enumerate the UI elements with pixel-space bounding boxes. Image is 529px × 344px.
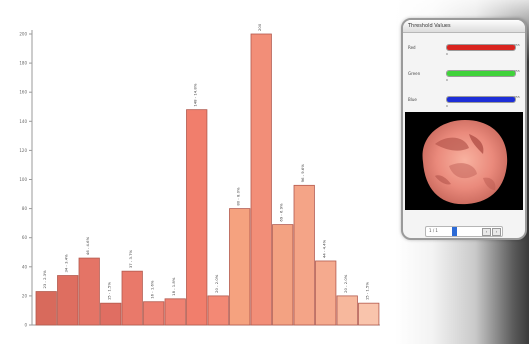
red-label: Red (408, 45, 416, 50)
bar (186, 109, 208, 326)
bar (35, 291, 57, 326)
image-viewer (405, 112, 523, 210)
green-slider-fill (447, 71, 515, 76)
bar (315, 260, 337, 326)
blue-label: Blue (408, 97, 417, 102)
bar (78, 257, 100, 326)
bar-value-label: 16 - 1.6% (150, 280, 155, 299)
bar-chart: 0 20 40 60 80 100 120 140 160 180 200 23 - 2.3% 34 … (19, 23, 380, 328)
bar-value-label: 15 - 1.5% (107, 282, 112, 301)
bar-value-label: 96 - 9.6% (300, 164, 305, 183)
bar-value-label: 23 - 2.3% (42, 270, 47, 289)
page-indicator: 1 / 1 (429, 228, 438, 233)
y-tick-label: 160 (19, 90, 27, 95)
red-slider-row[interactable]: Red 0 255 (406, 39, 522, 63)
blue-slider[interactable] (446, 96, 516, 103)
blue-slider-row[interactable]: Blue 0 255 (406, 91, 522, 115)
y-tick-label: 0 (24, 323, 27, 328)
bar-value-label: 46 - 4.6% (85, 236, 90, 255)
bars-group (35, 33, 380, 326)
bar (293, 184, 315, 326)
bar-value-label: 34 - 3.4% (64, 254, 69, 273)
red-max: 255 (514, 43, 520, 47)
bar-value-label: 80 - 8.0% (236, 187, 241, 206)
next-page-button[interactable]: › (492, 228, 501, 236)
green-slider[interactable] (446, 70, 516, 77)
bar (164, 298, 186, 326)
page-navigator[interactable]: 1 / 1 ‹ › (425, 226, 503, 237)
bar-value-label: 20 - 2.0% (214, 274, 219, 293)
y-tick-label: 120 (19, 148, 27, 153)
bar (358, 302, 380, 326)
red-slider[interactable] (446, 44, 516, 51)
bar (229, 208, 251, 326)
y-tick-label: 80 (22, 206, 28, 211)
bar (121, 270, 143, 326)
y-tick-label: 200 (19, 32, 27, 37)
y-tick-label: 100 (19, 177, 27, 182)
y-tick-label: 20 (22, 293, 28, 298)
y-tick-label: 180 (19, 61, 27, 66)
tissue-image (422, 120, 508, 205)
bar-value-label: 15 - 1.5% (365, 282, 370, 301)
red-min: 0 (446, 52, 448, 56)
green-max: 255 (514, 69, 520, 73)
bar-value-label: 44 - 4.4% (322, 239, 327, 258)
green-min: 0 (446, 78, 448, 82)
blue-min: 0 (446, 104, 448, 108)
y-tick-label: 140 (19, 119, 27, 124)
bar (336, 295, 358, 326)
bar (250, 33, 272, 326)
bar-value-label: 18 - 1.8% (171, 277, 176, 296)
green-slider-row[interactable]: Green 0 255 (406, 65, 522, 89)
y-tick-label: 60 (22, 235, 28, 240)
blue-max: 255 (514, 95, 520, 99)
bar (100, 302, 122, 326)
bar (207, 295, 229, 326)
bar-labels-group: 23 - 2.3% 34 - 3.4% 46 - 4.6% 15 - 1.5% 37 -… (42, 23, 370, 301)
panel-title: Threshold Values (403, 20, 525, 33)
bar (57, 275, 79, 326)
bar (272, 224, 294, 326)
y-tick-label: 40 (22, 264, 28, 269)
bar (143, 301, 165, 326)
bar-value-label: 148 - 14.8% (193, 83, 198, 106)
threshold-panel: Threshold Values Red 0 255 Green 0 255 B… (401, 18, 527, 240)
bar-value-label: 200 (257, 23, 262, 31)
green-label: Green (408, 71, 421, 76)
prev-page-button[interactable]: ‹ (482, 228, 491, 236)
bar-value-label: 37 - 3.7% (128, 250, 133, 269)
bar-value-label: 20 - 2.0% (343, 274, 348, 293)
red-slider-fill (447, 45, 515, 50)
page-scroll-thumb[interactable] (452, 227, 457, 236)
blue-slider-fill (447, 97, 515, 102)
bar-value-label: 69 - 6.9% (279, 203, 284, 222)
